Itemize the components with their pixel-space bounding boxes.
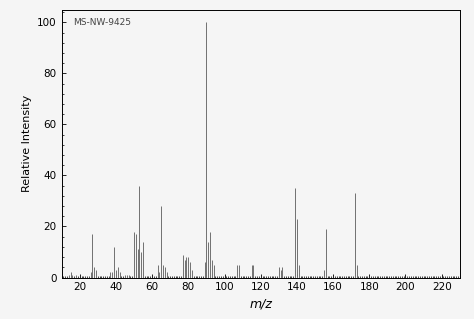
- X-axis label: m/z: m/z: [249, 298, 272, 311]
- Y-axis label: Relative Intensity: Relative Intensity: [22, 95, 32, 192]
- Text: MS-NW-9425: MS-NW-9425: [73, 18, 132, 26]
